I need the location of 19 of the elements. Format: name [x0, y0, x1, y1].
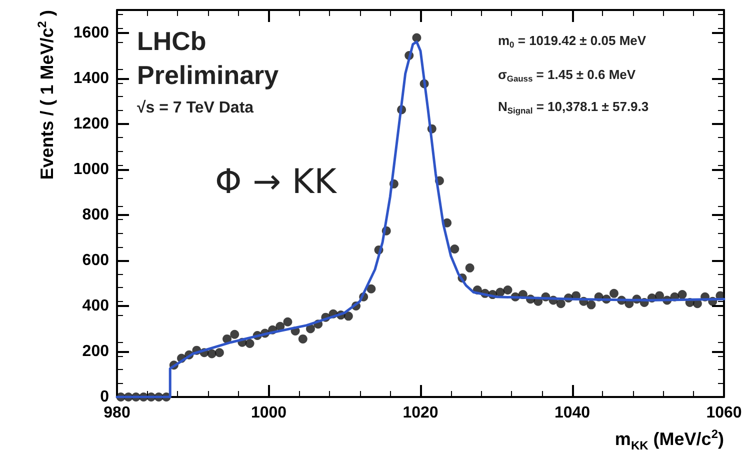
y-tick-label: 1200: [73, 115, 110, 132]
annotation: Φ → KK: [215, 162, 338, 202]
x-tick-label: 980: [104, 404, 130, 422]
x-tick-label: 1040: [554, 404, 590, 422]
x-tick-label: 1020: [402, 404, 438, 422]
x-axis-title: m$_{KK}$ (MeV/c$^{2}$): [614, 427, 724, 453]
annotation: LHCb: [137, 26, 206, 56]
y-tick-label: 200: [82, 342, 110, 360]
y-tick-label: 0: [100, 388, 110, 406]
x-tick-label: 1000: [250, 404, 287, 422]
x-tick-label: 1060: [706, 404, 742, 422]
y-tick-label: 800: [82, 206, 110, 224]
annotation: Preliminary: [137, 60, 280, 90]
y-tick-label: 1400: [73, 70, 110, 87]
y-tick-label: 1600: [73, 24, 110, 42]
y-tick-label: 400: [82, 297, 110, 314]
y-tick-label: 600: [82, 252, 110, 269]
y-tick-label: 1000: [73, 160, 110, 178]
annotation: √s = 7 TeV Data: [137, 100, 254, 116]
